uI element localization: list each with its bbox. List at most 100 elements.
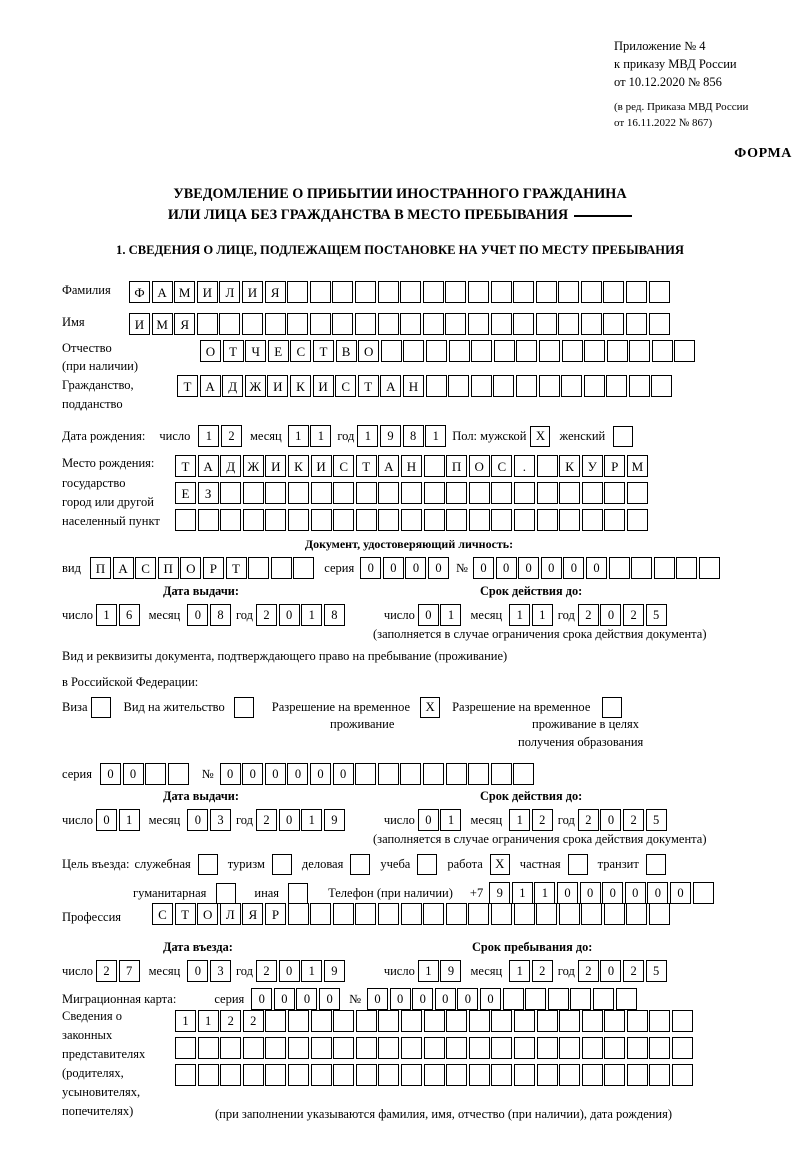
char-cell[interactable] [423, 482, 445, 504]
char-cell[interactable]: А [378, 455, 400, 477]
char-cell[interactable] [197, 1037, 219, 1059]
char-cell[interactable]: 0 [310, 763, 332, 785]
char-cell[interactable] [490, 281, 512, 303]
char-cell[interactable]: 2 [577, 809, 599, 831]
char-cell[interactable] [400, 1010, 422, 1032]
sex-male-checkbox[interactable]: X [530, 425, 551, 447]
char-cell[interactable] [287, 281, 309, 303]
other-purpose-checkbox[interactable] [288, 882, 309, 904]
char-cell[interactable] [626, 281, 648, 303]
char-cell[interactable] [468, 1037, 490, 1059]
residence-permit-checkbox[interactable] [233, 697, 254, 718]
char-cell[interactable]: Р [264, 903, 286, 925]
char-cell[interactable] [629, 340, 651, 362]
char-cell[interactable]: М [174, 281, 196, 303]
char-cell[interactable]: 1 [301, 960, 323, 982]
char-cell[interactable]: 2 [256, 604, 278, 626]
char-cell[interactable]: 1 [440, 809, 462, 831]
purpose-option-checkbox[interactable] [417, 854, 438, 875]
char-cell[interactable]: С [333, 455, 355, 477]
char-cell[interactable]: Ж [242, 455, 264, 477]
char-cell[interactable] [445, 281, 467, 303]
char-cell[interactable] [175, 1037, 196, 1059]
char-cell[interactable]: 0 [495, 557, 517, 579]
char-cell[interactable]: 2 [623, 809, 645, 831]
char-cell[interactable]: И [241, 281, 263, 303]
char-cell[interactable] [423, 763, 445, 785]
char-cell[interactable] [446, 482, 468, 504]
char-cell[interactable] [525, 988, 547, 1010]
char-cell[interactable]: И [312, 375, 334, 397]
char-cell[interactable] [468, 1064, 490, 1086]
char-cell[interactable]: 0 [360, 557, 382, 579]
char-cell[interactable] [248, 557, 270, 579]
char-cell[interactable] [651, 375, 673, 397]
char-cell[interactable]: 0 [540, 557, 562, 579]
char-cell[interactable] [400, 763, 422, 785]
char-cell[interactable]: 5 [645, 960, 667, 982]
char-cell[interactable] [513, 482, 535, 504]
char-cell[interactable] [175, 1064, 196, 1086]
char-cell[interactable]: 2 [256, 809, 278, 831]
char-cell[interactable] [264, 313, 286, 335]
char-cell[interactable]: 2 [242, 1010, 264, 1032]
char-cell[interactable]: Т [174, 903, 196, 925]
char-cell[interactable] [558, 903, 580, 925]
char-cell[interactable]: У [581, 455, 603, 477]
char-cell[interactable]: Т [225, 557, 247, 579]
char-cell[interactable] [561, 375, 583, 397]
char-cell[interactable] [513, 1064, 535, 1086]
char-cell[interactable] [570, 988, 592, 1010]
char-cell[interactable] [649, 1037, 671, 1059]
char-cell[interactable] [603, 313, 625, 335]
char-cell[interactable] [491, 1037, 513, 1059]
char-cell[interactable]: 2 [623, 604, 645, 626]
char-cell[interactable] [581, 903, 603, 925]
char-cell[interactable] [355, 1037, 377, 1059]
char-cell[interactable] [615, 988, 637, 1010]
purpose-option-checkbox[interactable] [645, 854, 666, 875]
char-cell[interactable] [422, 313, 444, 335]
char-cell[interactable] [513, 903, 535, 925]
char-cell[interactable] [604, 482, 626, 504]
char-cell[interactable]: А [197, 455, 219, 477]
char-cell[interactable] [628, 375, 650, 397]
char-cell[interactable]: 6 [118, 604, 140, 626]
purpose-option-checkbox[interactable] [567, 854, 588, 875]
char-cell[interactable]: 2 [531, 809, 553, 831]
char-cell[interactable]: Е [175, 482, 196, 504]
char-cell[interactable]: 1 [197, 1010, 219, 1032]
char-cell[interactable] [561, 340, 583, 362]
birthplace-grid-row-3[interactable] [175, 509, 648, 531]
char-cell[interactable] [423, 1037, 445, 1059]
char-cell[interactable] [287, 1064, 309, 1086]
char-cell[interactable] [332, 903, 354, 925]
char-cell[interactable]: Л [219, 281, 241, 303]
char-cell[interactable] [445, 763, 467, 785]
char-cell[interactable]: И [265, 455, 287, 477]
char-cell[interactable]: 8 [402, 425, 424, 447]
char-cell[interactable]: 1 [440, 604, 462, 626]
char-cell[interactable] [446, 1064, 468, 1086]
char-cell[interactable]: 0 [412, 988, 434, 1010]
char-cell[interactable] [491, 1064, 513, 1086]
edu-residence-checkbox[interactable] [602, 697, 623, 718]
char-cell[interactable]: Я [242, 903, 264, 925]
char-cell[interactable] [287, 509, 309, 531]
char-cell[interactable] [581, 509, 603, 531]
char-cell[interactable] [422, 281, 444, 303]
char-cell[interactable] [333, 1037, 355, 1059]
char-cell[interactable]: Д [222, 375, 244, 397]
char-cell[interactable] [265, 1010, 287, 1032]
char-cell[interactable] [220, 482, 242, 504]
char-cell[interactable] [197, 1064, 219, 1086]
